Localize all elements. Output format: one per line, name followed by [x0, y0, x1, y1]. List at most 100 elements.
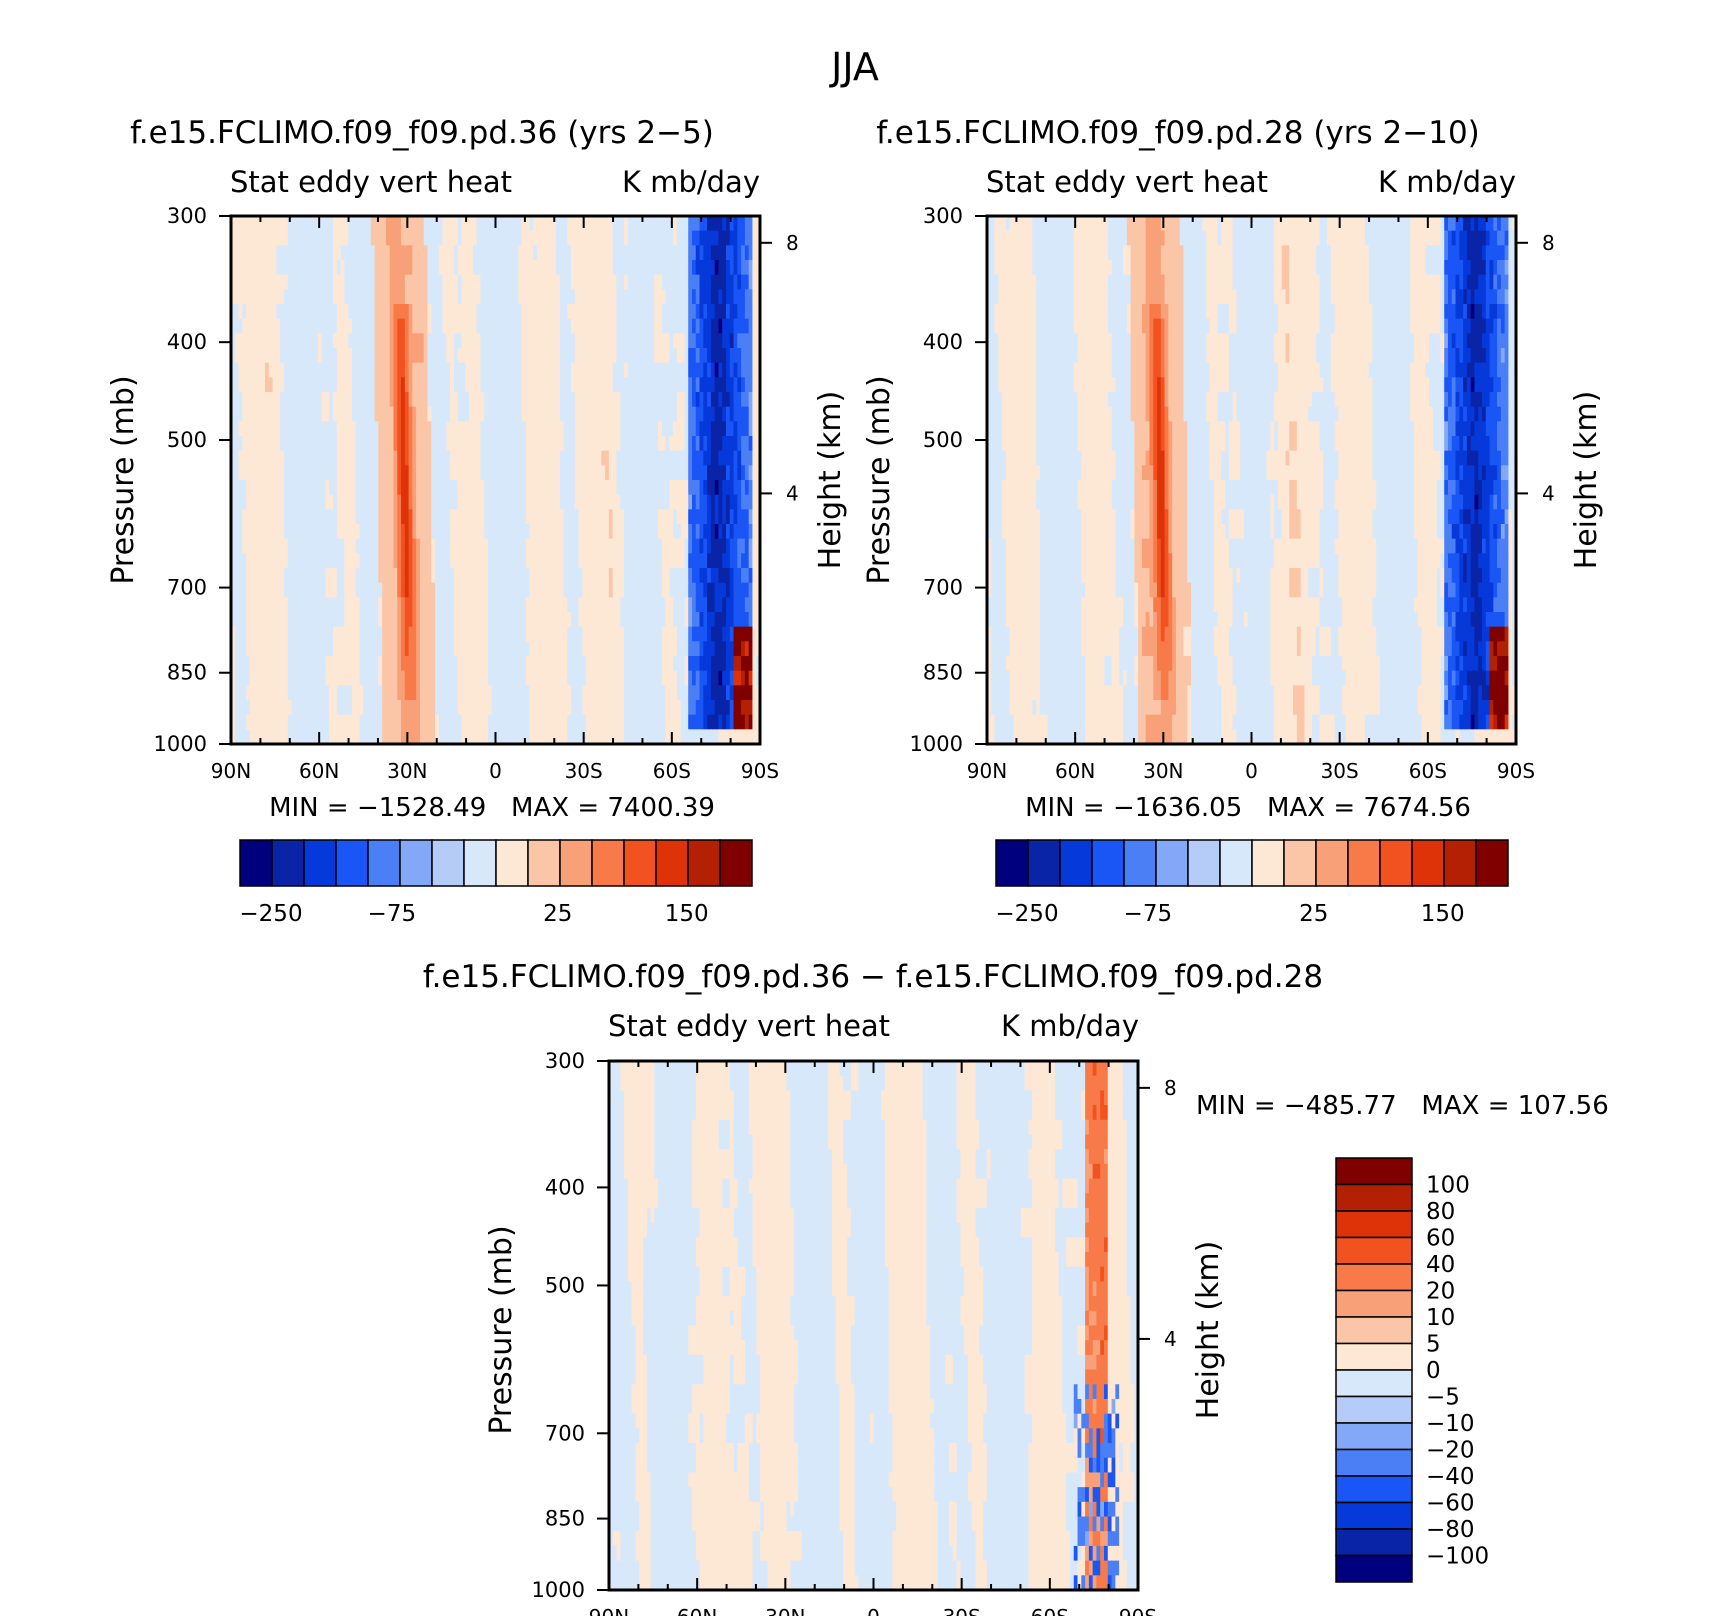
contour-cell	[242, 582, 247, 598]
contour-cell	[310, 509, 315, 525]
contour-cell	[589, 670, 595, 686]
contour-cell	[627, 260, 633, 276]
contour-cell	[503, 494, 508, 510]
contour-cell	[480, 230, 485, 246]
contour-cell	[510, 626, 515, 642]
contour-cell	[563, 568, 568, 584]
contour-cell	[563, 216, 568, 232]
contour-cell	[427, 538, 432, 554]
contour-cell	[333, 274, 338, 290]
contour-cell	[635, 509, 640, 525]
contour-cell	[722, 333, 727, 349]
contour-cell	[654, 597, 659, 613]
contour-cell	[627, 377, 633, 393]
contour-cell	[499, 524, 504, 540]
contour-cell	[446, 245, 451, 261]
contour-cell	[442, 480, 447, 496]
contour-cell	[435, 377, 440, 393]
contour-cell	[370, 729, 376, 745]
contour-cell	[234, 216, 240, 232]
contour-cell	[748, 245, 754, 261]
contour-cell	[503, 245, 508, 261]
contour-cell	[427, 641, 432, 657]
contour-cell	[699, 494, 704, 510]
contour-cell	[744, 274, 750, 290]
contour-cell	[703, 304, 708, 320]
contour-cell	[363, 450, 368, 466]
contour-cell	[469, 406, 474, 422]
contour-cell	[737, 348, 742, 364]
contour-cell	[438, 289, 444, 305]
contour-cell	[351, 524, 357, 540]
contour-cell	[563, 465, 568, 481]
contour-cell	[597, 670, 602, 686]
contour-cell	[533, 216, 538, 232]
contour-cell	[521, 656, 527, 672]
contour-cell	[487, 274, 493, 290]
contour-cell	[355, 597, 361, 613]
contour-cell	[657, 465, 663, 481]
contour-cell	[608, 333, 614, 349]
contour-cell	[589, 553, 595, 569]
contour-cell	[699, 216, 704, 232]
contour-cell	[382, 714, 387, 730]
contour-cell	[710, 348, 716, 364]
contour-cell	[329, 597, 334, 613]
contour-cell	[257, 421, 262, 437]
contour-cell	[465, 450, 470, 466]
contour-cell	[242, 685, 247, 701]
contour-cell	[291, 509, 296, 525]
contour-cell	[419, 670, 425, 686]
contour-cell	[525, 582, 531, 598]
contour-cell	[491, 245, 497, 261]
contour-cell	[461, 318, 466, 334]
contour-cell	[382, 612, 387, 628]
contour-cell	[257, 450, 262, 466]
contour-cell	[635, 641, 640, 657]
contour-cell	[310, 582, 315, 598]
contour-cell	[276, 538, 281, 554]
contour-cell	[669, 494, 674, 510]
contour-cell	[382, 333, 387, 349]
contour-cell	[336, 230, 342, 246]
contour-cell	[249, 421, 255, 437]
contour-cell	[306, 377, 311, 393]
contour-cell	[521, 230, 527, 246]
contour-cell	[514, 450, 519, 466]
contour-cell	[299, 700, 304, 716]
contour-cell	[582, 304, 587, 320]
contour-cell	[487, 362, 493, 378]
contour-cell	[722, 304, 727, 320]
contour-cell	[555, 597, 561, 613]
contour-cell	[378, 436, 383, 452]
contour-cell	[627, 304, 633, 320]
contour-cell	[571, 685, 576, 701]
contour-cell	[272, 304, 277, 320]
contour-cell	[333, 700, 338, 716]
contour-cell	[438, 538, 444, 554]
contour-cell	[620, 436, 625, 452]
contour-cell	[336, 421, 342, 437]
contour-cell	[487, 348, 493, 364]
contour-cell	[559, 480, 565, 496]
contour-cell	[374, 641, 379, 657]
contour-cell	[469, 700, 474, 716]
contour-cell	[703, 362, 708, 378]
contour-cell	[336, 274, 342, 290]
contour-cell	[733, 538, 738, 554]
contour-cell	[733, 656, 738, 672]
contour-cell	[499, 406, 504, 422]
contour-cell	[344, 274, 349, 290]
contour-cell	[586, 509, 591, 525]
contour-cell	[472, 230, 478, 246]
contour-cell	[442, 348, 447, 364]
contour-cell	[348, 362, 353, 378]
contour-cell	[710, 260, 716, 276]
contour-cell	[695, 304, 701, 320]
contour-cell	[355, 670, 361, 686]
contour-cell	[691, 465, 697, 481]
contour-cell	[461, 436, 466, 452]
contour-cell	[378, 318, 383, 334]
contour-cell	[469, 362, 474, 378]
contour-cell	[673, 524, 678, 540]
